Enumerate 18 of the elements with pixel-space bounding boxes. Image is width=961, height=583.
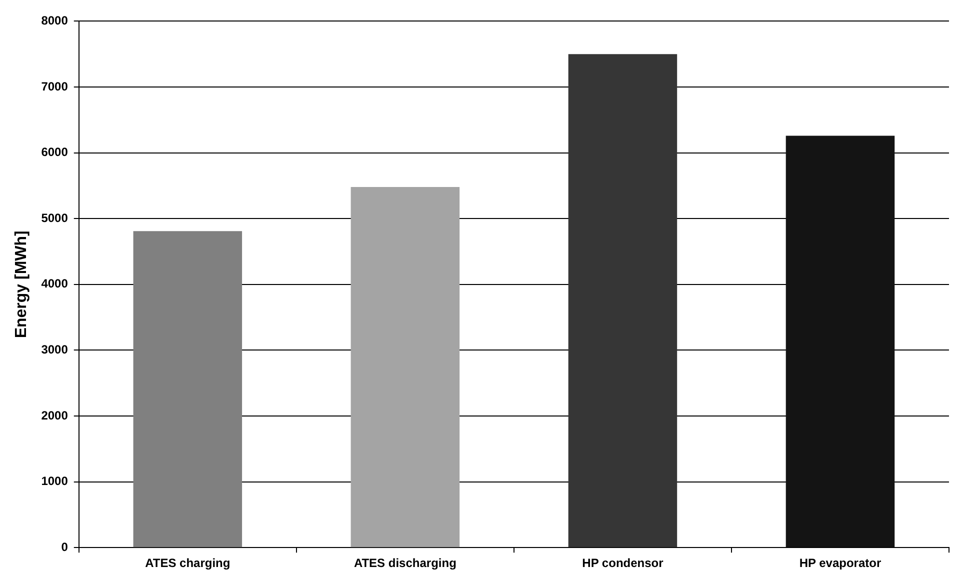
y-tick-label: 8000 <box>41 14 68 28</box>
x-tick-label: HP evaporator <box>799 556 882 570</box>
y-tick-label: 6000 <box>41 145 68 160</box>
x-tick-label: HP condensor <box>582 556 664 570</box>
y-axis-title: Energy [MWh] <box>13 230 30 338</box>
y-tick-label: 5000 <box>41 210 68 225</box>
bar <box>786 136 895 548</box>
y-tick-label: 7000 <box>41 79 68 94</box>
bar <box>133 231 242 548</box>
y-tick-label: 3000 <box>41 342 68 357</box>
y-tick-label: 0 <box>61 540 68 554</box>
bar <box>568 54 678 548</box>
x-tick-label: ATES discharging <box>354 556 456 570</box>
bar <box>350 187 460 548</box>
x-tick-label: ATES charging <box>145 556 230 570</box>
y-tick-label: 1000 <box>41 474 68 488</box>
y-tick-label: 4000 <box>41 276 68 291</box>
y-tick-label: 2000 <box>41 408 68 422</box>
